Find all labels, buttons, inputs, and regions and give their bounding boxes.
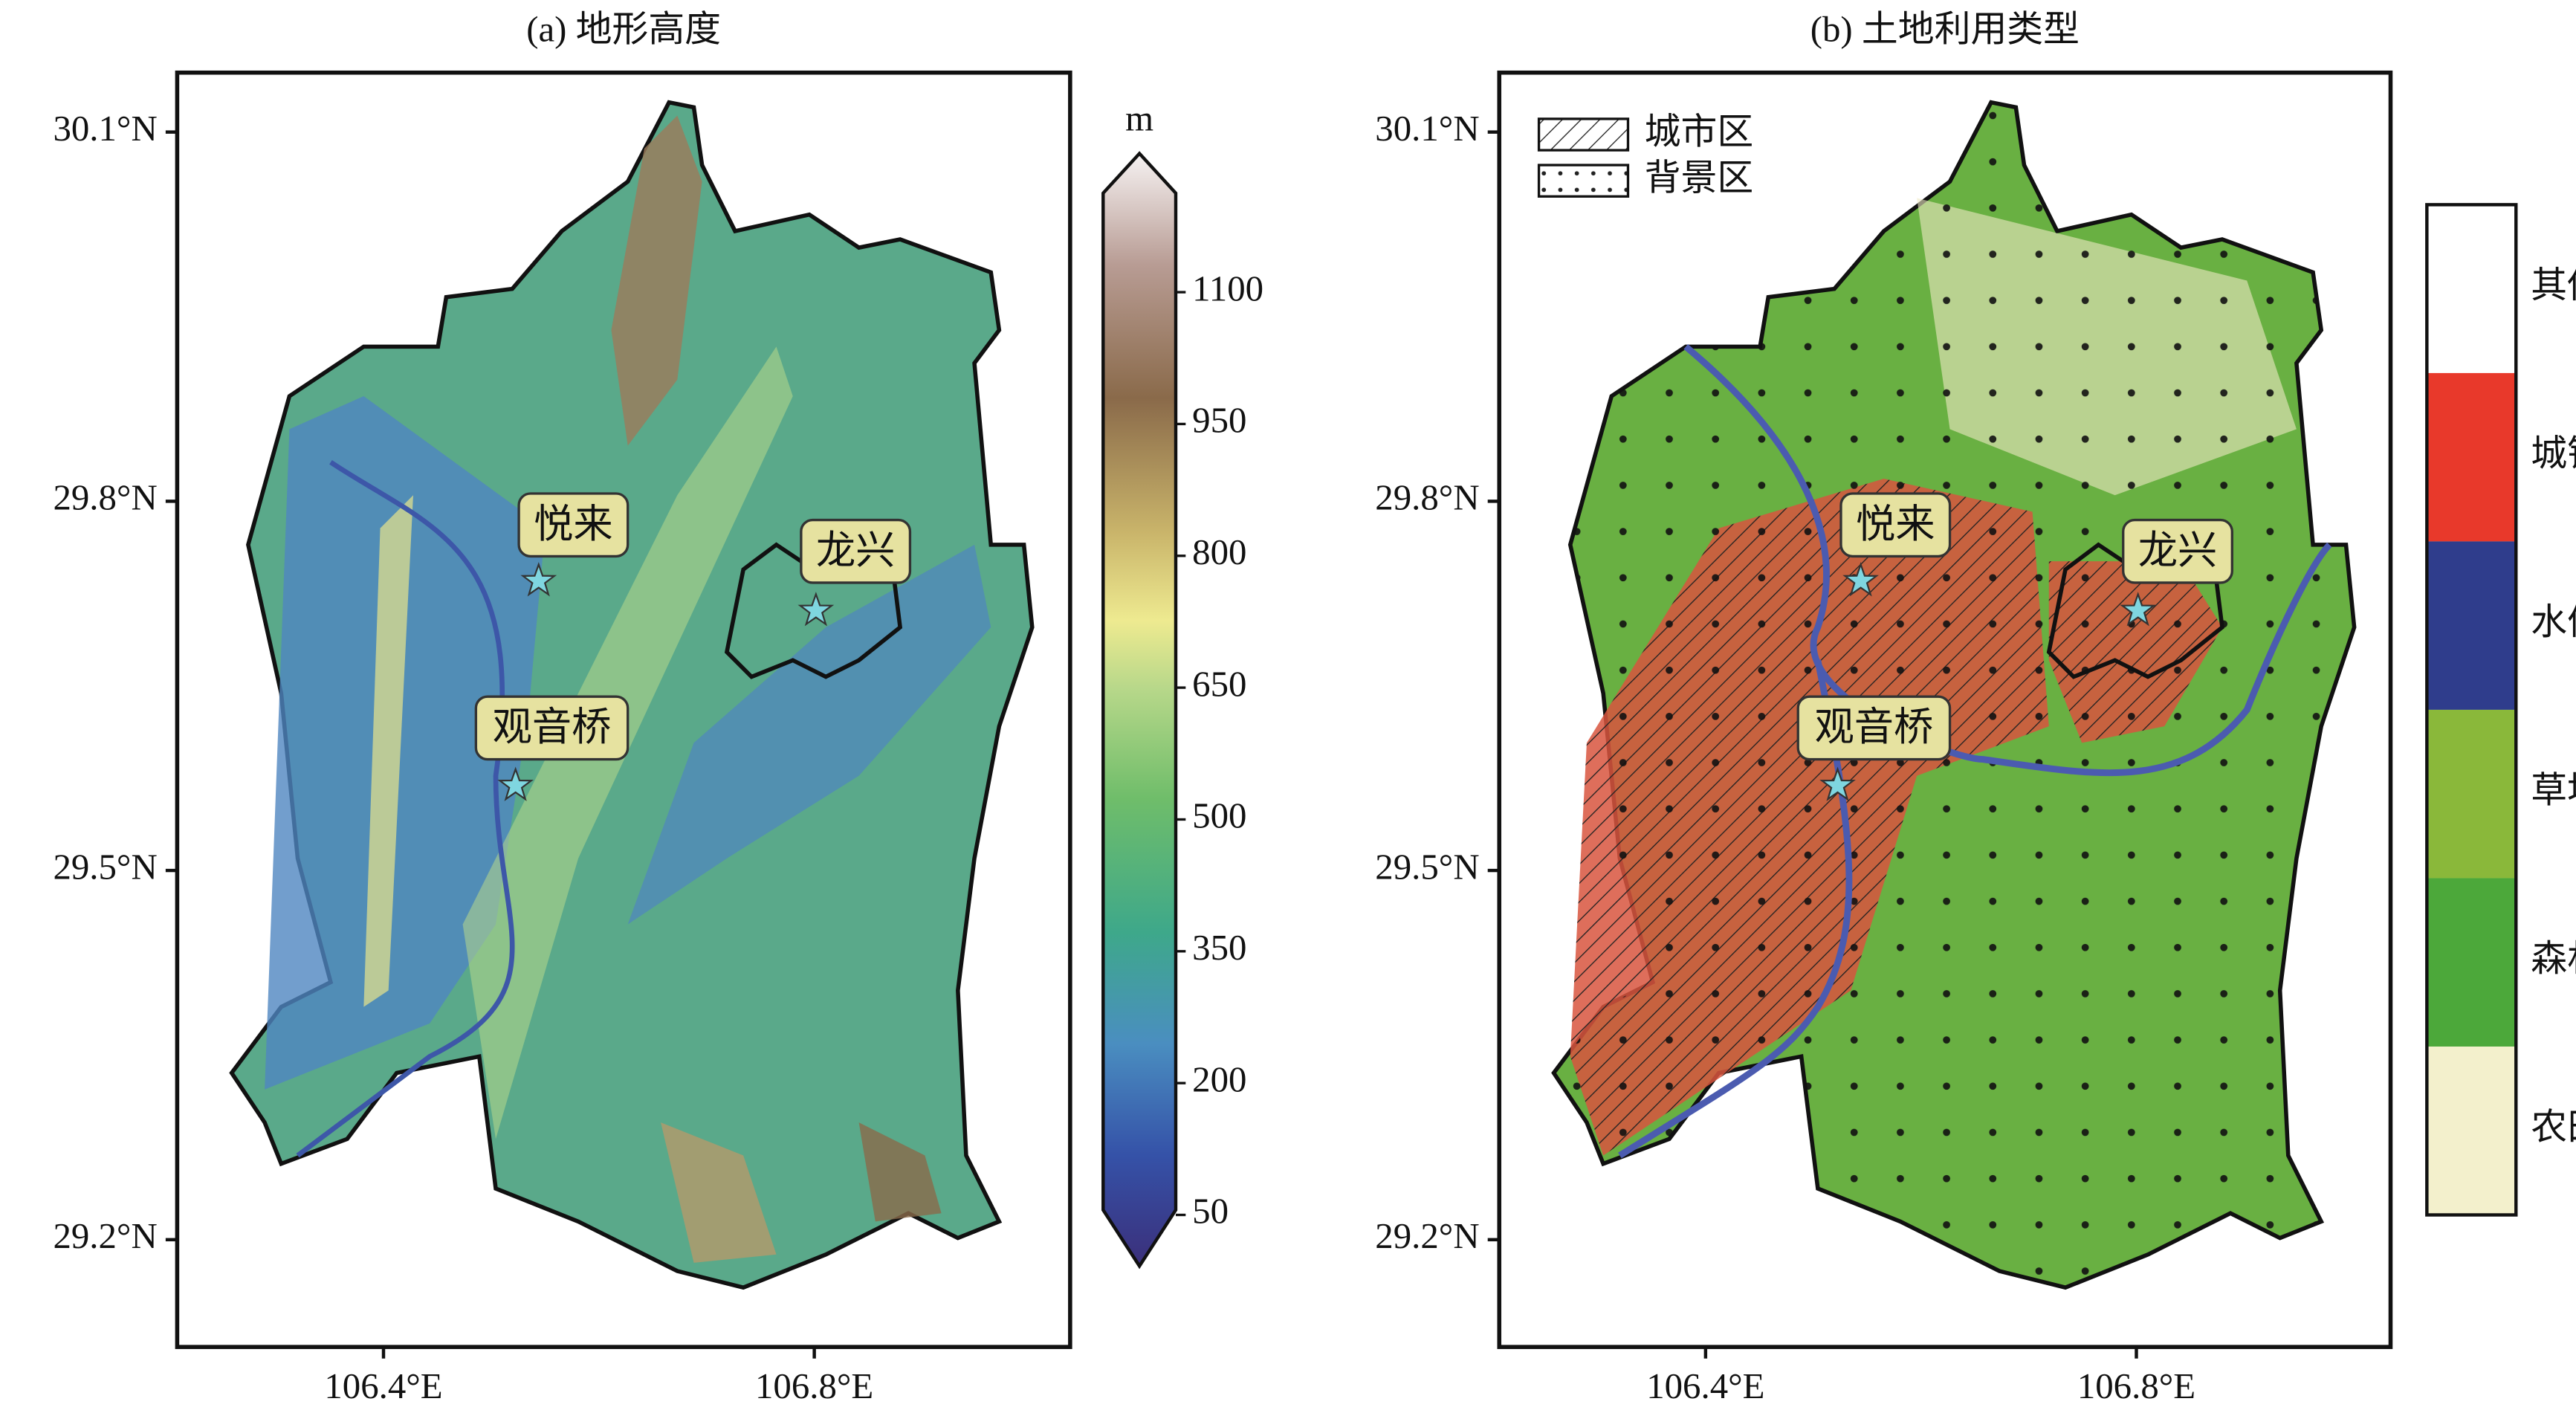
lon-tick-label: 106.4°E — [1646, 1365, 1764, 1406]
landuse-class-label: 草地 — [2531, 769, 2576, 810]
colorbar-tick-label: 350 — [1192, 927, 1246, 968]
site-label: 龙兴 — [2138, 528, 2218, 574]
colorbar-tick-label: 50 — [1192, 1191, 1229, 1232]
legend-label: 背景区 — [1645, 157, 1754, 198]
colorbar-tick-label: 650 — [1192, 663, 1246, 704]
colorbar-unit: m — [1125, 98, 1153, 139]
lon-tick-label: 106.8°E — [2077, 1365, 2195, 1406]
landuse-class-label: 森林 — [2531, 938, 2576, 979]
lat-tick-label: 29.5°N — [53, 846, 157, 887]
site-star — [520, 562, 557, 597]
site-star — [797, 592, 835, 627]
site-label: 悦来 — [534, 501, 613, 547]
lat-tick-label: 29.8°N — [1375, 477, 1479, 518]
frame — [175, 70, 1072, 1349]
site-label-box — [1839, 492, 1952, 558]
colorbar-tick-label: 1100 — [1192, 268, 1263, 308]
landuse-colorbar — [2425, 203, 2518, 1217]
lon-tick-label: 106.8°E — [755, 1365, 873, 1406]
site-label: 观音桥 — [493, 704, 612, 750]
lat-tick-label: 29.2°N — [1375, 1215, 1479, 1256]
site-star — [497, 766, 534, 801]
site-star — [1842, 562, 1879, 597]
frame — [1497, 70, 2393, 1349]
colorbar-tick-label: 200 — [1192, 1058, 1246, 1099]
landuse-class-label: 农田 — [2531, 1106, 2576, 1147]
colorbar-tick-label: 950 — [1192, 400, 1246, 441]
site-label-box — [800, 518, 912, 584]
landuse-class-label: 水体 — [2531, 601, 2576, 642]
lat-tick-label: 30.1°N — [53, 108, 157, 149]
landuse-map — [1554, 103, 2355, 1288]
lat-tick-label: 29.2°N — [53, 1215, 157, 1256]
site-label: 龙兴 — [816, 528, 896, 574]
site-label-box — [1796, 695, 1952, 761]
terrain-map — [232, 103, 1032, 1288]
colorbar — [1101, 151, 1178, 1270]
lat-tick-label: 29.5°N — [1375, 846, 1479, 887]
site-label-box — [2122, 518, 2233, 584]
site-label: 悦来 — [1856, 501, 1935, 547]
legend-swatch — [1537, 164, 1630, 198]
panel-title: (a) 地形高度 — [526, 9, 721, 50]
legend-swatch — [1537, 117, 1630, 152]
site-label: 观音桥 — [1814, 704, 1933, 750]
lat-tick-label: 30.1°N — [1375, 108, 1479, 149]
site-star — [1819, 766, 1856, 801]
landuse-class-label: 其他 — [2531, 265, 2576, 305]
site-label-box — [474, 695, 630, 761]
lat-tick-label: 29.8°N — [53, 477, 157, 518]
legend-label: 城市区 — [1645, 111, 1754, 152]
site-label-box — [517, 492, 630, 558]
colorbar-tick-label: 800 — [1192, 531, 1246, 572]
landuse-class-label: 城镇 — [2531, 433, 2576, 473]
panel-title: (b) 土地利用类型 — [1810, 9, 2080, 50]
lon-tick-label: 106.4°E — [324, 1365, 442, 1406]
site-star — [2120, 592, 2157, 627]
colorbar-tick-label: 500 — [1192, 795, 1246, 836]
